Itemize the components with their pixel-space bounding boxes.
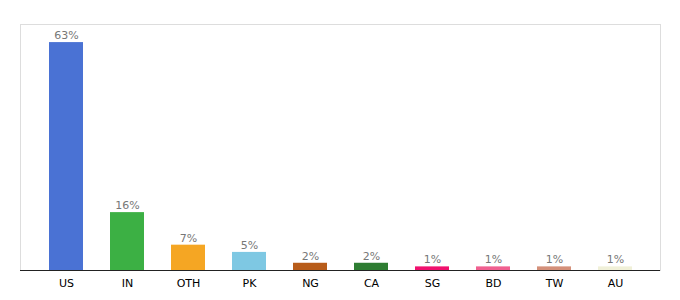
svg-text:1%: 1%	[485, 253, 502, 266]
svg-text:63%: 63%	[54, 29, 78, 42]
svg-text:5%: 5%	[241, 239, 258, 252]
svg-text:AU: AU	[608, 277, 624, 290]
svg-text:TW: TW	[545, 277, 564, 290]
svg-text:PK: PK	[243, 277, 258, 290]
svg-text:BD: BD	[485, 277, 501, 290]
svg-text:16%: 16%	[115, 199, 139, 212]
svg-text:NG: NG	[302, 277, 319, 290]
svg-text:US: US	[59, 277, 74, 290]
svg-text:SG: SG	[425, 277, 441, 290]
svg-text:2%: 2%	[302, 250, 319, 263]
svg-text:CA: CA	[364, 277, 380, 290]
svg-text:2%: 2%	[363, 250, 380, 263]
svg-text:7%: 7%	[180, 232, 197, 245]
svg-text:1%: 1%	[546, 253, 563, 266]
svg-text:IN: IN	[122, 277, 133, 290]
svg-text:1%: 1%	[607, 253, 624, 266]
svg-text:1%: 1%	[424, 253, 441, 266]
svg-text:OTH: OTH	[177, 277, 201, 290]
